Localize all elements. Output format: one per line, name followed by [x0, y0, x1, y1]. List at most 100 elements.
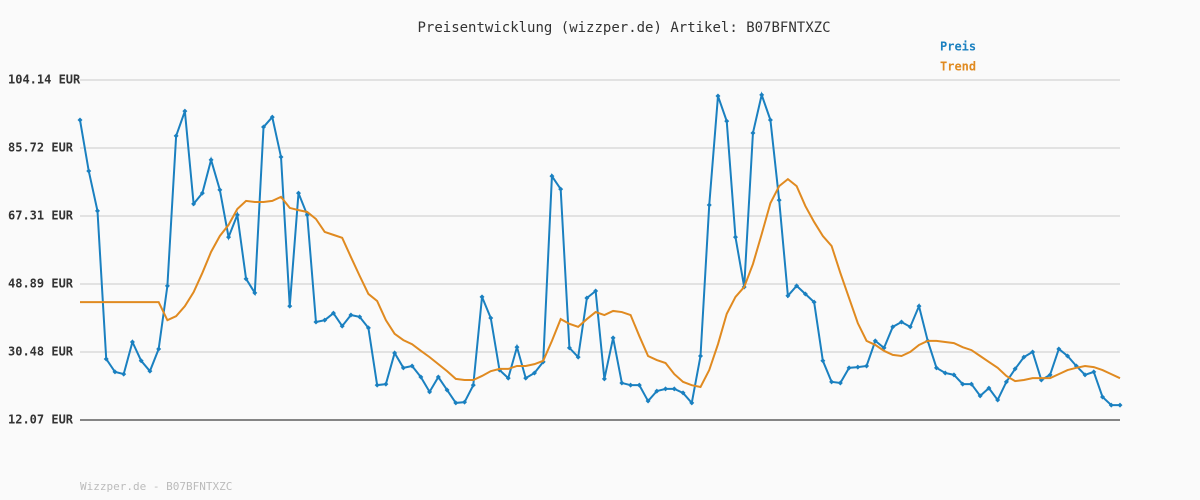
point-marker: [732, 234, 738, 240]
point-marker: [112, 369, 118, 375]
point-marker: [811, 299, 817, 305]
point-marker: [715, 93, 721, 99]
point-marker: [986, 385, 992, 391]
point-marker: [427, 389, 433, 395]
point-marker: [907, 324, 913, 330]
point-marker: [217, 187, 223, 193]
point-marker: [147, 368, 153, 374]
point-marker: [1108, 402, 1114, 408]
point-marker: [1003, 379, 1009, 385]
point-marker: [156, 346, 162, 352]
point-marker: [802, 291, 808, 297]
point-marker: [348, 312, 354, 318]
point-marker: [365, 325, 371, 331]
y-tick-label: 104.14 EUR: [8, 73, 81, 87]
point-marker: [287, 303, 293, 309]
point-marker: [977, 393, 983, 399]
point-marker: [121, 371, 127, 377]
y-tick-label: 30.48 EUR: [8, 345, 74, 359]
point-marker: [77, 117, 83, 123]
point-marker: [846, 365, 852, 371]
point-marker: [558, 186, 564, 192]
point-marker: [584, 295, 590, 301]
point-marker: [261, 124, 267, 130]
point-marker: [698, 353, 704, 359]
legend-label: Preis: [940, 40, 976, 54]
point-marker: [750, 130, 756, 136]
point-marker: [129, 339, 135, 345]
point-marker: [252, 290, 258, 296]
point-marker: [872, 338, 878, 344]
point-marker: [453, 400, 459, 406]
point-marker: [724, 118, 730, 124]
point-marker: [138, 358, 144, 364]
point-marker: [890, 324, 896, 330]
point-marker: [1100, 394, 1106, 400]
point-marker: [706, 202, 712, 208]
point-marker: [610, 335, 616, 341]
point-marker: [470, 382, 476, 388]
y-tick-label: 12.07 EUR: [8, 413, 74, 427]
point-marker: [1117, 402, 1123, 408]
point-marker: [829, 379, 835, 385]
point-marker: [636, 382, 642, 388]
point-marker: [86, 168, 92, 174]
point-marker: [1056, 346, 1062, 352]
point-marker: [409, 363, 415, 369]
point-marker: [418, 374, 424, 380]
point-marker: [505, 375, 511, 381]
series-line: [80, 177, 1121, 389]
point-marker: [855, 364, 861, 370]
point-marker: [462, 399, 468, 405]
point-marker: [566, 345, 572, 351]
point-marker: [942, 370, 948, 376]
point-marker: [383, 381, 389, 387]
point-marker: [1065, 353, 1071, 359]
point-marker: [654, 388, 660, 394]
point-marker: [103, 356, 109, 362]
point-marker: [995, 397, 1001, 403]
point-marker: [837, 380, 843, 386]
point-marker: [531, 370, 537, 376]
point-marker: [549, 173, 555, 179]
point-marker: [1082, 372, 1088, 378]
point-marker: [899, 319, 905, 325]
point-marker: [864, 363, 870, 369]
point-marker: [435, 374, 441, 380]
point-marker: [234, 212, 240, 218]
point-marker: [776, 197, 782, 203]
point-marker: [968, 381, 974, 387]
point-marker: [619, 380, 625, 386]
point-marker: [164, 283, 170, 289]
point-marker: [479, 294, 485, 300]
point-marker: [593, 288, 599, 294]
point-marker: [295, 190, 301, 196]
point-marker: [645, 398, 651, 404]
point-marker: [488, 315, 494, 321]
point-marker: [339, 323, 345, 329]
point-marker: [680, 390, 686, 396]
chart-title: Preisentwicklung (wizzper.de) Artikel: B…: [417, 20, 830, 36]
point-marker: [400, 365, 406, 371]
point-marker: [392, 350, 398, 356]
point-marker: [663, 386, 669, 392]
point-marker: [575, 354, 581, 360]
point-marker: [199, 190, 205, 196]
point-marker: [374, 382, 380, 388]
point-marker: [960, 381, 966, 387]
point-marker: [173, 133, 179, 139]
point-marker: [278, 154, 284, 160]
point-marker: [759, 92, 765, 98]
point-marker: [444, 387, 450, 393]
legend-label: Trend: [940, 60, 976, 74]
point-marker: [1047, 372, 1053, 378]
point-marker: [689, 400, 695, 406]
point-marker: [208, 157, 214, 163]
point-marker: [601, 376, 607, 382]
point-marker: [357, 314, 363, 320]
point-marker: [322, 317, 328, 323]
point-marker: [916, 303, 922, 309]
y-tick-label: 67.31 EUR: [8, 209, 74, 223]
